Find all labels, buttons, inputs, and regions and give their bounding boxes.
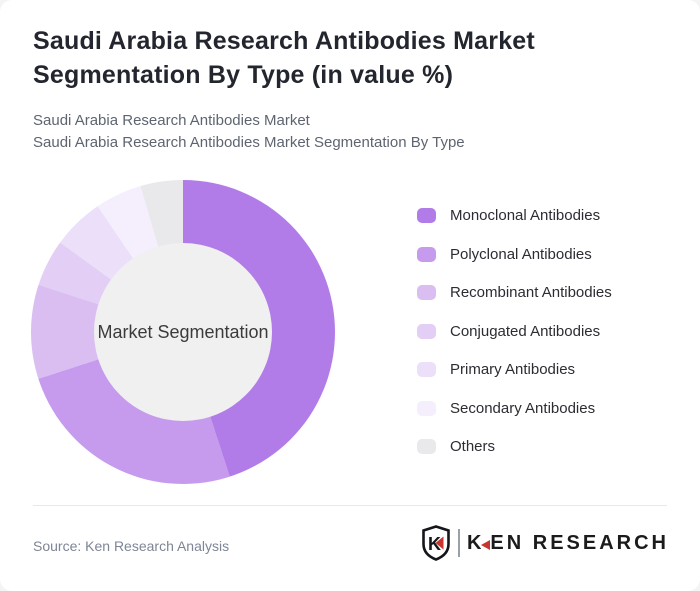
legend-label: Others — [450, 438, 496, 455]
legend-label: Monoclonal Antibodies — [450, 207, 601, 224]
legend-swatch — [417, 208, 436, 223]
legend-item: Monoclonal Antibodies — [417, 206, 612, 225]
donut-center-label: Market Segmentation — [97, 321, 269, 342]
legend-item: Conjugated Antibodies — [417, 322, 612, 341]
legend-swatch — [417, 362, 436, 377]
legend-item: Recombinant Antibodies — [417, 283, 612, 302]
source-note: Source: Ken Research Analysis — [33, 538, 230, 554]
page-title: Saudi Arabia Research Antibodies Market … — [33, 27, 535, 89]
logo-shield-icon: K — [422, 525, 450, 561]
subtitle-block: Saudi Arabia Research Antibodies Market … — [33, 110, 465, 154]
legend-swatch — [417, 439, 436, 454]
logo-divider-bar — [457, 529, 460, 557]
logo-text-rest: EN RESEARCH — [490, 531, 669, 554]
legend-item: Others — [417, 437, 612, 456]
subtitle-line-2: Saudi Arabia Research Antibodies Market … — [33, 134, 465, 151]
legend-swatch — [417, 323, 436, 339]
legend-swatch — [417, 285, 436, 300]
donut-chart: Market Segmentation — [31, 180, 335, 484]
shield-letter: K — [428, 534, 441, 554]
shield-red-triangle-icon — [435, 536, 444, 550]
legend-swatch — [417, 400, 436, 416]
logo-text: K EN RESEARCH — [467, 532, 669, 555]
footer-divider — [33, 505, 667, 506]
legend-label: Recombinant Antibodies — [450, 284, 612, 301]
logo-text-k: K — [466, 531, 485, 554]
brand-logo: K K EN RESEARCH — [421, 525, 669, 561]
legend-label: Polyclonal Antibodies — [450, 245, 592, 263]
legend-label: Conjugated Antibodies — [450, 322, 601, 340]
legend: Monoclonal Antibodies Polyclonal Antibod… — [417, 206, 612, 476]
legend-label: Primary Antibodies — [450, 361, 576, 378]
subtitle-line-1: Saudi Arabia Research Antibodies Market — [33, 112, 310, 129]
legend-item: Primary Antibodies — [417, 360, 612, 379]
legend-item: Polyclonal Antibodies — [417, 245, 612, 264]
donut-hole: Market Segmentation — [94, 243, 272, 421]
legend-label: Secondary Antibodies — [450, 399, 596, 417]
legend-swatch — [417, 246, 436, 262]
legend-item: Secondary Antibodies — [417, 399, 612, 418]
logo-red-triangle-icon — [481, 539, 491, 550]
